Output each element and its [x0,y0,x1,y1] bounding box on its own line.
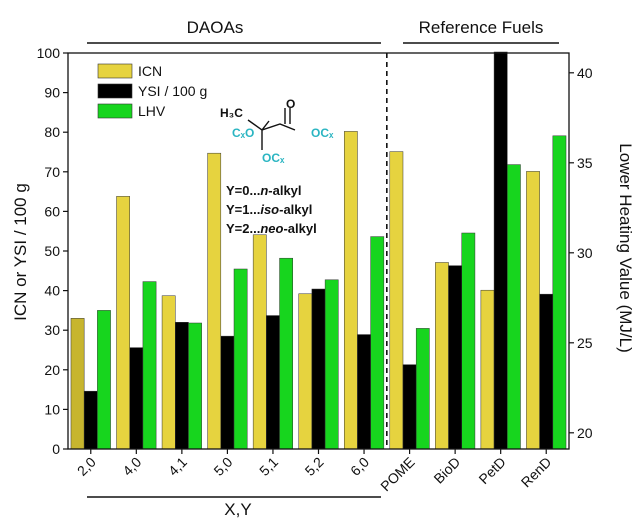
bar-ysi-5 [311,288,326,450]
bar-ysi-3 [220,335,235,450]
x-tick-labels: 2,0 4,0 4,1 5,0 5,1 5,2 6,0 POME BioD PetD RenD [74,454,555,495]
x-tick-label-9: PetD [475,454,508,487]
y2-tick-label-1: 25 [577,335,593,351]
y-tick-label-3: 30 [44,322,60,338]
bar-icn-4 [252,234,267,450]
y2-tick-label-4: 40 [577,65,593,81]
alkyl-notes: Y=0...n-alkyl Y=1...iso-alkyl Y=2...neo-al… [226,183,317,236]
bar-icn-2 [161,295,176,450]
group-labels: DAOAs Reference Fuels [87,18,559,498]
y-axis-label: ICN or YSI / 100 g [11,183,30,321]
bar-ysi-0 [83,390,98,450]
axes: 0 10 20 30 40 50 60 70 80 90 100 20 25 30 35 40 [37,45,593,457]
note-line-2: Y=2...neo-alkyl [226,221,317,236]
y-tick-label-5: 50 [44,243,60,259]
bar-lhv-1 [142,281,157,450]
bar-icn-0 [70,318,85,450]
mol-bottom-group: OCₓ [262,151,285,165]
x-tick-label-6: 6,0 [347,454,372,479]
x-tick-label-0: 2,0 [74,454,99,479]
bar-ysi-10 [539,293,554,450]
bar-ysi-2 [175,322,189,450]
note-line-1: Y=1...iso-alkyl [226,202,312,217]
bar-ysi-1 [129,347,144,450]
bar-lhv-8 [461,232,476,450]
group-label-reference-fuels: Reference Fuels [419,18,544,37]
bar-icn-10 [526,171,540,450]
x-tick-label-2: 4,1 [165,454,190,479]
bar-icn-5 [298,293,313,450]
x-tick-label-7: POME [377,454,417,494]
bar-layer [70,51,567,450]
bar-icn-9 [480,289,495,450]
group-label-daoas: DAOAs [187,18,244,37]
x-tick-label-10: RenD [518,454,555,491]
bar-lhv-5 [324,279,339,450]
bar-icn-1 [116,196,130,450]
y-tick-label-7: 70 [44,164,60,180]
bar-icn-7 [389,151,404,450]
bar-lhv-3 [233,268,248,450]
x-tick-label-5: 5,2 [302,454,327,479]
y2-axis-label: Lower Heating Value (MJ/L) [616,143,633,352]
legend-label-2: LHV [138,103,166,119]
x-tick-label-3: 5,0 [210,454,235,479]
mol-left-group: CₓO [232,126,254,140]
bar-lhv-10 [552,135,567,450]
legend-label-1: YSI / 100 g [138,83,207,99]
legend-swatch-1 [97,83,133,99]
x-axis-label: X,Y [224,500,251,519]
y2-tick-label-2: 30 [577,245,593,261]
bar-ysi-9 [493,51,508,450]
y-tick-label-2: 20 [44,362,60,378]
bar-lhv-0 [97,310,111,450]
y-tick-label-1: 10 [44,401,60,417]
bar-lhv-7 [415,328,430,450]
x-tick-label-1: 4,0 [119,454,144,479]
bar-ysi-6 [357,334,371,450]
y-tick-label-8: 80 [44,124,60,140]
x-tick-label-8: BioD [430,454,463,487]
mol-oxygen: O [286,97,295,111]
mol-bonds [247,108,296,150]
bar-lhv-6 [370,236,385,450]
y-tick-label-10: 100 [37,45,61,61]
y-tick-label-0: 0 [52,441,60,457]
mol-h3c: H₃C [220,106,243,120]
y-tick-label-9: 90 [44,85,60,101]
x-tick-label-4: 5,1 [256,454,281,479]
note-line-0: Y=0...n-alkyl [226,183,302,198]
y-tick-label-6: 60 [44,203,60,219]
legend: ICN YSI / 100 g LHV [97,63,207,119]
bar-ysi-4 [266,315,280,450]
y2-tick-label-0: 20 [577,425,593,441]
bar-lhv-9 [507,164,521,450]
bar-icn-8 [435,262,449,450]
mol-right-group: OCₓ [311,126,334,140]
structure-annotation: H₃C O CₓO OCₓ OCₓ Y=0...n-alkyl Y=1...iso… [220,97,334,236]
bar-ysi-8 [448,265,462,450]
bar-icn-3 [207,152,222,450]
legend-label-0: ICN [138,63,162,79]
legend-swatch-0 [97,63,133,79]
bar-ysi-7 [402,364,417,450]
bar-lhv-2 [188,322,202,450]
y2-tick-label-3: 35 [577,155,593,171]
bar-lhv-4 [279,257,294,450]
bar-icn-6 [343,131,358,450]
legend-swatch-2 [97,103,133,119]
y-tick-label-4: 40 [44,283,60,299]
